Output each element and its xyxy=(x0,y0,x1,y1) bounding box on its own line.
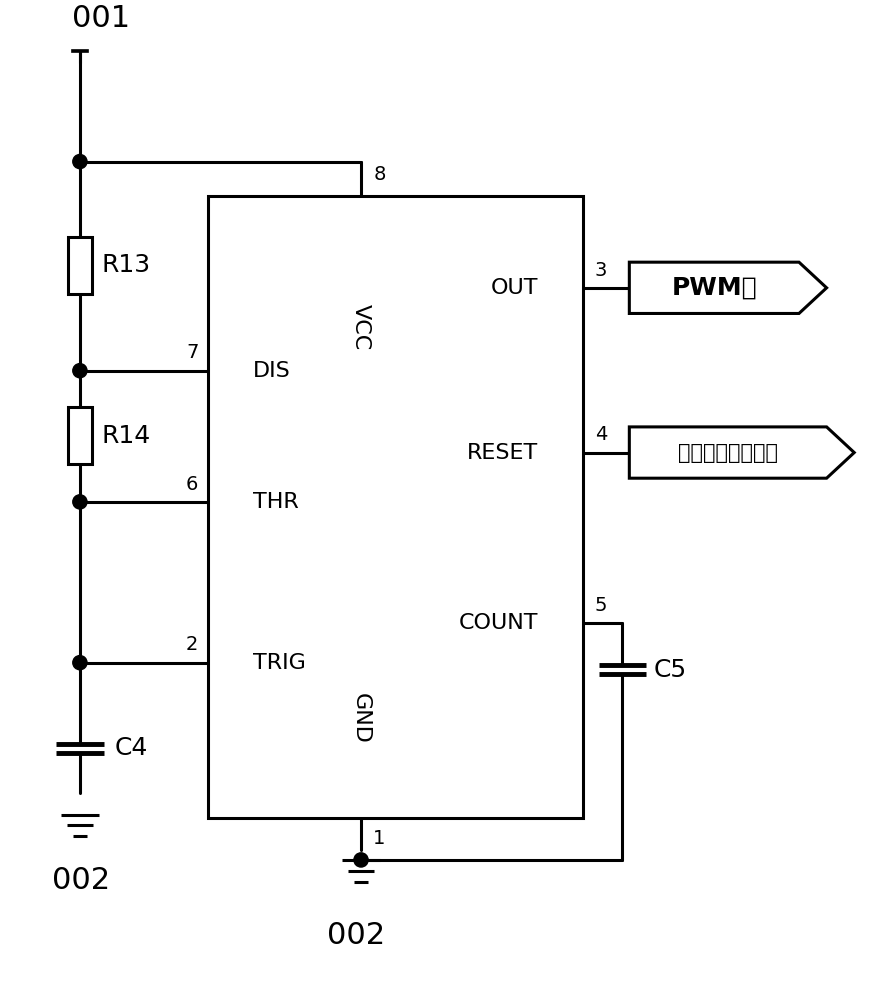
Text: VCC: VCC xyxy=(351,304,371,350)
Text: 1: 1 xyxy=(373,829,385,848)
Text: R13: R13 xyxy=(102,253,151,277)
Text: TRIG: TRIG xyxy=(253,653,306,673)
Text: C5: C5 xyxy=(654,658,687,682)
Text: 002: 002 xyxy=(52,866,111,895)
Text: R14: R14 xyxy=(102,424,151,448)
Text: 002: 002 xyxy=(327,921,385,950)
Text: C4: C4 xyxy=(114,736,148,760)
Text: 8: 8 xyxy=(374,165,386,184)
Circle shape xyxy=(73,495,87,509)
Text: OUT: OUT xyxy=(491,278,538,298)
Text: 4: 4 xyxy=(595,425,607,444)
Circle shape xyxy=(73,656,87,670)
Text: 2: 2 xyxy=(186,635,199,654)
Polygon shape xyxy=(630,427,854,478)
Bar xyxy=(68,407,92,464)
Text: 5: 5 xyxy=(595,596,607,615)
Text: RESET: RESET xyxy=(468,443,538,463)
Circle shape xyxy=(354,853,368,867)
Text: PWM波: PWM波 xyxy=(672,276,757,300)
Text: 母线电压检测信号: 母线电压检测信号 xyxy=(678,443,778,463)
Text: 7: 7 xyxy=(186,343,199,362)
Circle shape xyxy=(73,364,87,378)
Bar xyxy=(68,237,92,294)
Text: THR: THR xyxy=(253,492,298,512)
Polygon shape xyxy=(630,262,827,313)
Text: DIS: DIS xyxy=(253,361,290,381)
Text: 001: 001 xyxy=(72,4,130,33)
Text: 6: 6 xyxy=(186,475,199,494)
Text: GND: GND xyxy=(351,693,371,744)
Circle shape xyxy=(73,154,87,169)
Text: COUNT: COUNT xyxy=(459,613,538,633)
Text: 3: 3 xyxy=(595,261,607,280)
Bar xyxy=(208,196,583,818)
